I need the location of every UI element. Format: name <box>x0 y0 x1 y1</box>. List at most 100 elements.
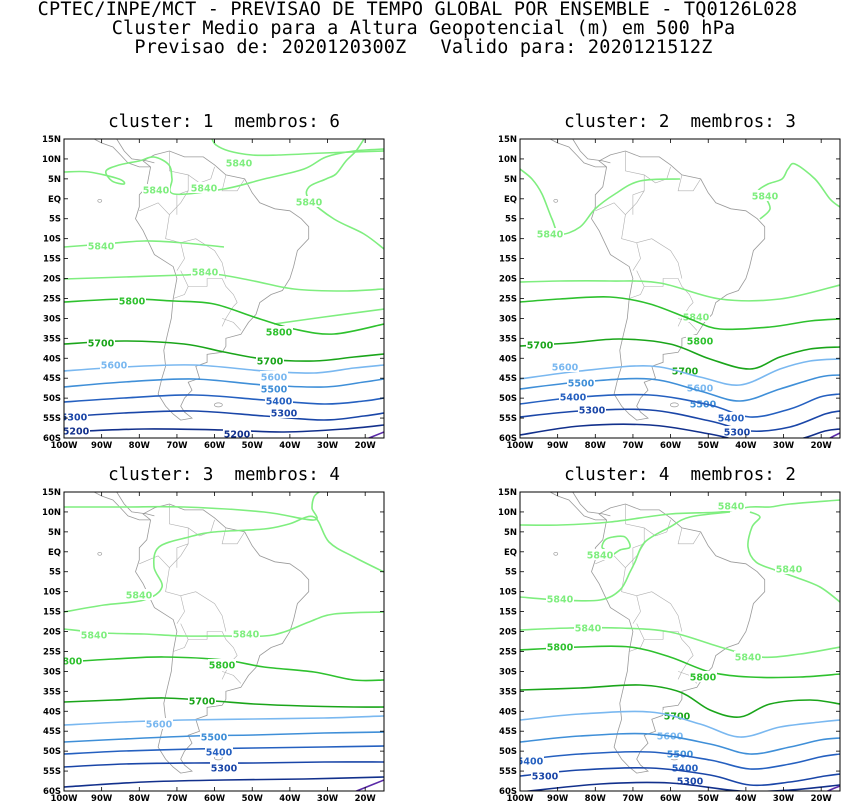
lon-tick-label: 60W <box>204 794 226 804</box>
contour-label: 5400 <box>718 414 745 425</box>
lat-tick-label: 40S <box>499 707 517 717</box>
lat-tick-label: 50S <box>43 394 61 404</box>
central-america-coastline <box>93 492 151 521</box>
contour-label: 5800 <box>687 337 714 348</box>
contour-label: 5840 <box>547 595 574 606</box>
lat-tick-label: 50S <box>43 747 61 757</box>
contour-lines: 5840584058405840584058405800580057005600… <box>517 499 840 791</box>
lat-tick-label: 30S <box>499 667 517 677</box>
lat-tick-label: 10N <box>42 155 61 165</box>
contour-label-bg <box>559 391 587 402</box>
country-border <box>677 318 698 331</box>
lat-tick-label: 35S <box>43 334 61 344</box>
contour-label-bg <box>775 563 803 574</box>
contour-5100 <box>828 432 840 438</box>
map-frame <box>519 138 841 439</box>
panel-title: cluster: 3 membros: 4 <box>108 465 340 485</box>
contour-label: 5300 <box>677 777 704 788</box>
contour-label: 5840 <box>575 624 602 635</box>
contour-lines: 5840 5840 5840 5800 5800 5700 5600 5500 5400 5300 <box>64 492 384 791</box>
lat-tick-label: 30S <box>43 667 61 677</box>
contour-label: 5300 <box>61 413 88 424</box>
contour-5800 <box>64 656 384 682</box>
lon-tick-label: 60W <box>660 441 682 451</box>
contour-label: 5600 <box>552 363 579 374</box>
contour-label: 5800 <box>266 328 293 339</box>
contour-label-bg <box>531 770 559 781</box>
contour-label: 5840 <box>126 591 153 602</box>
falkland-islands <box>670 402 679 408</box>
galapagos-islands <box>97 198 103 203</box>
lon-tick-label: 30W <box>317 441 339 451</box>
contour-5840 <box>520 280 840 302</box>
central-america-coastline <box>105 139 155 164</box>
south-america-coastline <box>591 150 766 421</box>
contour-label: 5800 <box>690 673 717 684</box>
country-border <box>173 270 189 299</box>
contour-5700 <box>64 697 384 708</box>
lon-tick-label: 50W <box>698 441 720 451</box>
contour-label: 5400 <box>672 764 699 775</box>
country-border <box>139 202 170 215</box>
contour-5700 <box>64 340 384 362</box>
contour-5100 <box>366 431 384 438</box>
contour-label-bg <box>723 426 751 437</box>
galapagos-islands <box>553 198 559 203</box>
lat-tick-label: 20S <box>499 275 517 285</box>
contour-label: 5840 <box>143 186 170 197</box>
lon-tick-label: 40W <box>279 441 301 451</box>
country-border <box>165 543 189 624</box>
map-frame <box>63 491 385 792</box>
country-border <box>180 591 227 632</box>
lon-tick-label: 20W <box>811 794 833 804</box>
contour-5840 <box>211 139 384 157</box>
lat-tick-label: 10S <box>43 235 61 245</box>
lat-tick-label: 35S <box>499 334 517 344</box>
contour-label-bg <box>689 671 717 682</box>
contour-5100 <box>825 785 840 791</box>
contour-label: 5840 <box>735 653 762 664</box>
contour-label-bg <box>751 190 779 201</box>
lat-tick-label: 45S <box>43 727 61 737</box>
lat-tick-label: 15N <box>42 488 61 498</box>
lat-tick-label: 40S <box>499 354 517 364</box>
lon-tick-label: 50W <box>242 441 264 451</box>
contour-5400 <box>64 394 384 405</box>
lat-tick-label: 60S <box>43 434 61 444</box>
lat-tick-label: 40S <box>43 707 61 717</box>
contour-label-bg <box>686 335 714 346</box>
contour-label: 5700 <box>88 339 115 350</box>
lon-tick-label: 30W <box>773 794 795 804</box>
contour-label: 5840 <box>88 242 115 253</box>
contour-label: 5400 <box>517 757 544 768</box>
contour-label-bg <box>145 718 173 729</box>
central-america-coastline <box>561 139 611 164</box>
contour-5840 <box>747 511 840 603</box>
lon-tick-label: 90W <box>547 441 569 451</box>
contour-label-bg <box>676 775 704 786</box>
lat-tick-label: 25S <box>43 647 61 657</box>
map-frame <box>519 491 841 792</box>
contour-label-bg <box>656 730 684 741</box>
contour-label: 5600 <box>146 720 173 731</box>
contour-label-bg <box>717 412 745 423</box>
contour-label-bg <box>64 425 90 436</box>
contour-5840 <box>64 515 384 613</box>
contour-label: 5840 <box>587 551 614 562</box>
lon-tick-label: 90W <box>91 794 113 804</box>
header-line-3: Previsao de: 2020120300Z Valido para: 20… <box>134 37 713 58</box>
contour-5200 <box>521 781 840 791</box>
panel-title: cluster: 4 membros: 2 <box>564 465 796 485</box>
contour-label-bg <box>265 395 293 406</box>
central-america-coastline <box>549 139 607 168</box>
contour-label: 5800 <box>119 297 146 308</box>
country-border <box>636 238 683 279</box>
galapagos-islands <box>553 551 559 556</box>
contour-label-bg <box>232 628 260 639</box>
contour-label-bg <box>87 337 115 348</box>
lat-tick-label: 5S <box>505 215 517 225</box>
lat-tick-label: 15S <box>43 608 61 618</box>
contour-label: 5840 <box>192 268 219 279</box>
lon-tick-label: 100W <box>50 441 78 451</box>
contour-label-bg <box>578 404 606 415</box>
